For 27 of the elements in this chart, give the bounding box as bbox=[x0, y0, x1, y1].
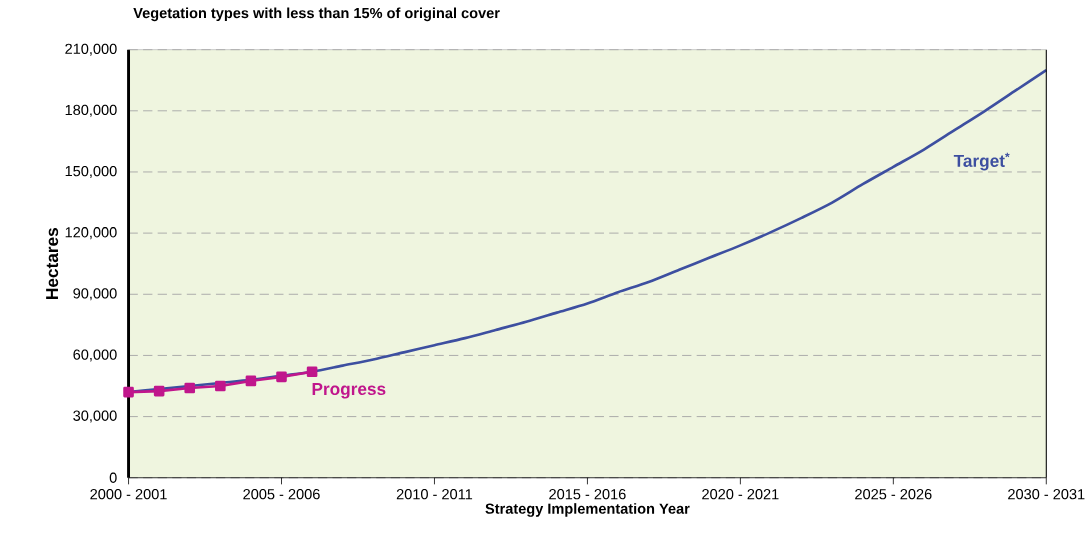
y-tick-label: 0 bbox=[109, 472, 117, 483]
x-tick-label: 2025 - 2026 bbox=[855, 488, 932, 500]
y-tick-label: 150,000 bbox=[65, 165, 117, 178]
point bbox=[245, 375, 257, 387]
x-tick-label: 2005 - 2006 bbox=[243, 488, 320, 500]
y-tick-label: 180,000 bbox=[65, 104, 117, 117]
x-axis-title: Strategy Implementation Year bbox=[485, 502, 690, 517]
point bbox=[306, 366, 318, 377]
point bbox=[215, 380, 226, 392]
x-tick-label: 2000 - 2001 bbox=[90, 488, 167, 500]
x-tick-label: 2030 - 2031 bbox=[1008, 488, 1085, 500]
point bbox=[153, 385, 165, 397]
point bbox=[123, 386, 134, 398]
series-label: Progress bbox=[312, 382, 386, 399]
y-tick-label: 90,000 bbox=[73, 288, 117, 301]
x-tick-label: 2010 - 2011 bbox=[396, 488, 473, 500]
series-label: Target$^{*}$ bbox=[953, 152, 1010, 171]
point bbox=[276, 371, 287, 382]
chart-title: Vegetation types with less than 15% of original cover bbox=[133, 7, 500, 21]
y-tick-label: 30,000 bbox=[73, 410, 117, 423]
point bbox=[184, 382, 196, 394]
y-tick-label: 120,000 bbox=[65, 226, 117, 239]
y-tick-label: 60,000 bbox=[73, 349, 117, 362]
y-axis-title: Hectares bbox=[46, 227, 59, 299]
y-tick-label: 210,000 bbox=[65, 43, 117, 56]
x-tick-label: 2015 - 2016 bbox=[549, 488, 626, 500]
x-tick-label: 2020 - 2021 bbox=[702, 488, 779, 500]
